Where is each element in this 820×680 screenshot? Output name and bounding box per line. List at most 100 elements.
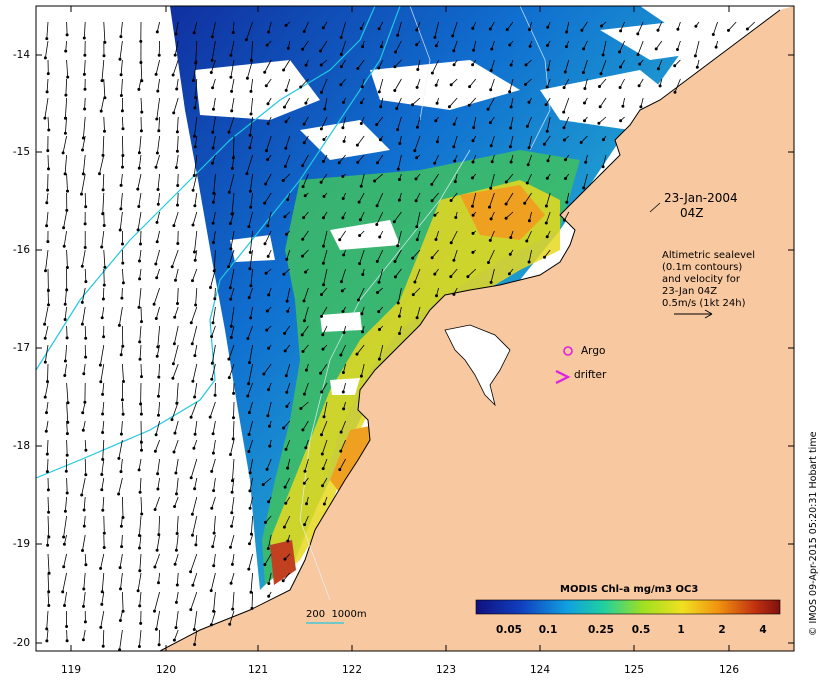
velocity-vector [584,78,588,89]
velocity-vector-head [137,87,141,91]
velocity-vector [321,382,328,393]
velocity-vector-head [267,500,271,504]
velocity-vector-head [136,187,140,191]
velocity-vector-head [265,328,269,332]
velocity-vector-head [157,53,161,57]
velocity-vector-head [98,172,102,176]
velocity-vector [157,78,160,92]
velocity-vector [397,21,402,36]
velocity-vector [213,439,216,454]
velocity-vector [139,553,142,571]
velocity-vector [195,78,198,98]
velocity-vector [247,325,253,339]
velocity-vector-head [490,160,494,164]
velocity-vector [358,192,365,203]
velocity-vector [63,230,67,247]
velocity-vector [266,458,272,470]
velocity-vector-head [360,85,364,89]
velocity-vector-head [546,159,550,163]
velocity-vector-head [136,589,140,593]
time-label: 04Z [680,206,704,220]
velocity-vector [44,325,49,339]
velocity-vector-head [341,370,345,374]
velocity-vector [747,21,756,30]
velocity-vector-head [319,63,323,67]
velocity-vector-head [377,90,381,94]
velocity-vector-head [393,65,397,69]
velocity-vector [120,21,123,37]
velocity-vector [194,382,198,398]
velocity-vector-head [322,137,326,141]
velocity-vector-head [658,84,662,88]
velocity-vector-head [62,226,66,230]
colorbar-label: 0.5 [631,624,651,636]
velocity-vector-head [157,129,161,133]
velocity-vector-head [212,609,216,613]
velocity-vector-head [46,72,50,76]
velocity-vector-head [342,331,346,335]
velocity-vector [122,135,124,156]
velocity-vector [361,363,365,377]
velocity-vector-head [154,72,158,76]
velocity-vector-head [100,316,104,320]
velocity-vector-head [66,401,70,405]
velocity-vector [66,59,69,78]
velocity-vector [211,458,216,472]
estuary [444,324,511,407]
velocity-vector-head [286,539,290,543]
velocity-vector [490,135,495,146]
velocity-vector-head [320,484,324,488]
velocity-vector-head [156,487,160,491]
velocity-vector-head [174,471,178,475]
velocity-vector-head [509,105,513,109]
velocity-vector-head [452,49,456,53]
velocity-vector-head [172,111,176,115]
velocity-vector [262,477,272,485]
velocity-vector-head [117,492,121,496]
velocity-vector [138,78,142,90]
velocity-vector-head [118,619,122,623]
velocity-vector-head [211,146,215,150]
velocity-vector-head [283,485,287,489]
velocity-vector [102,439,105,460]
velocity-vector-head [286,198,290,202]
orange-chlorophyll-patch-south [330,425,375,500]
velocity-vector [598,116,607,124]
velocity-vector [175,21,179,35]
velocity-vector [157,135,160,154]
velocity-vector-head [392,220,396,224]
velocity-vector-head [172,224,176,228]
velocity-vector [231,515,235,527]
velocity-vector-head [300,254,304,258]
velocity-vector [158,401,160,416]
velocity-vector-head [398,141,402,145]
velocity-vector-head [137,546,141,550]
velocity-vector-head [156,202,160,206]
velocity-vector [212,21,216,37]
velocity-vector [233,135,235,158]
lon-tick-label: 123 [435,664,457,676]
velocity-vector [450,230,458,243]
velocity-vector [214,287,216,299]
velocity-vector [249,401,253,413]
velocity-vector-head [449,241,453,245]
velocity-vector [122,401,124,415]
velocity-vector-head [119,353,123,357]
velocity-vector-head [415,156,419,160]
velocity-vector [194,97,198,108]
velocity-vector [524,192,532,204]
velocity-vector [47,515,50,538]
velocity-vector [84,325,87,339]
velocity-vector-head [319,292,323,296]
velocity-vector-head [173,278,177,282]
velocity-vector-head [321,216,325,220]
velocity-vector-head [170,418,174,422]
velocity-vector-head [505,28,509,32]
velocity-vector-head [342,407,346,411]
velocity-vector-head [745,27,749,31]
velocity-vector-head [228,286,232,290]
velocity-vector [122,268,124,283]
velocity-vector-head [583,87,587,91]
velocity-vector-head [174,492,178,496]
velocity-vector-head [65,453,69,457]
